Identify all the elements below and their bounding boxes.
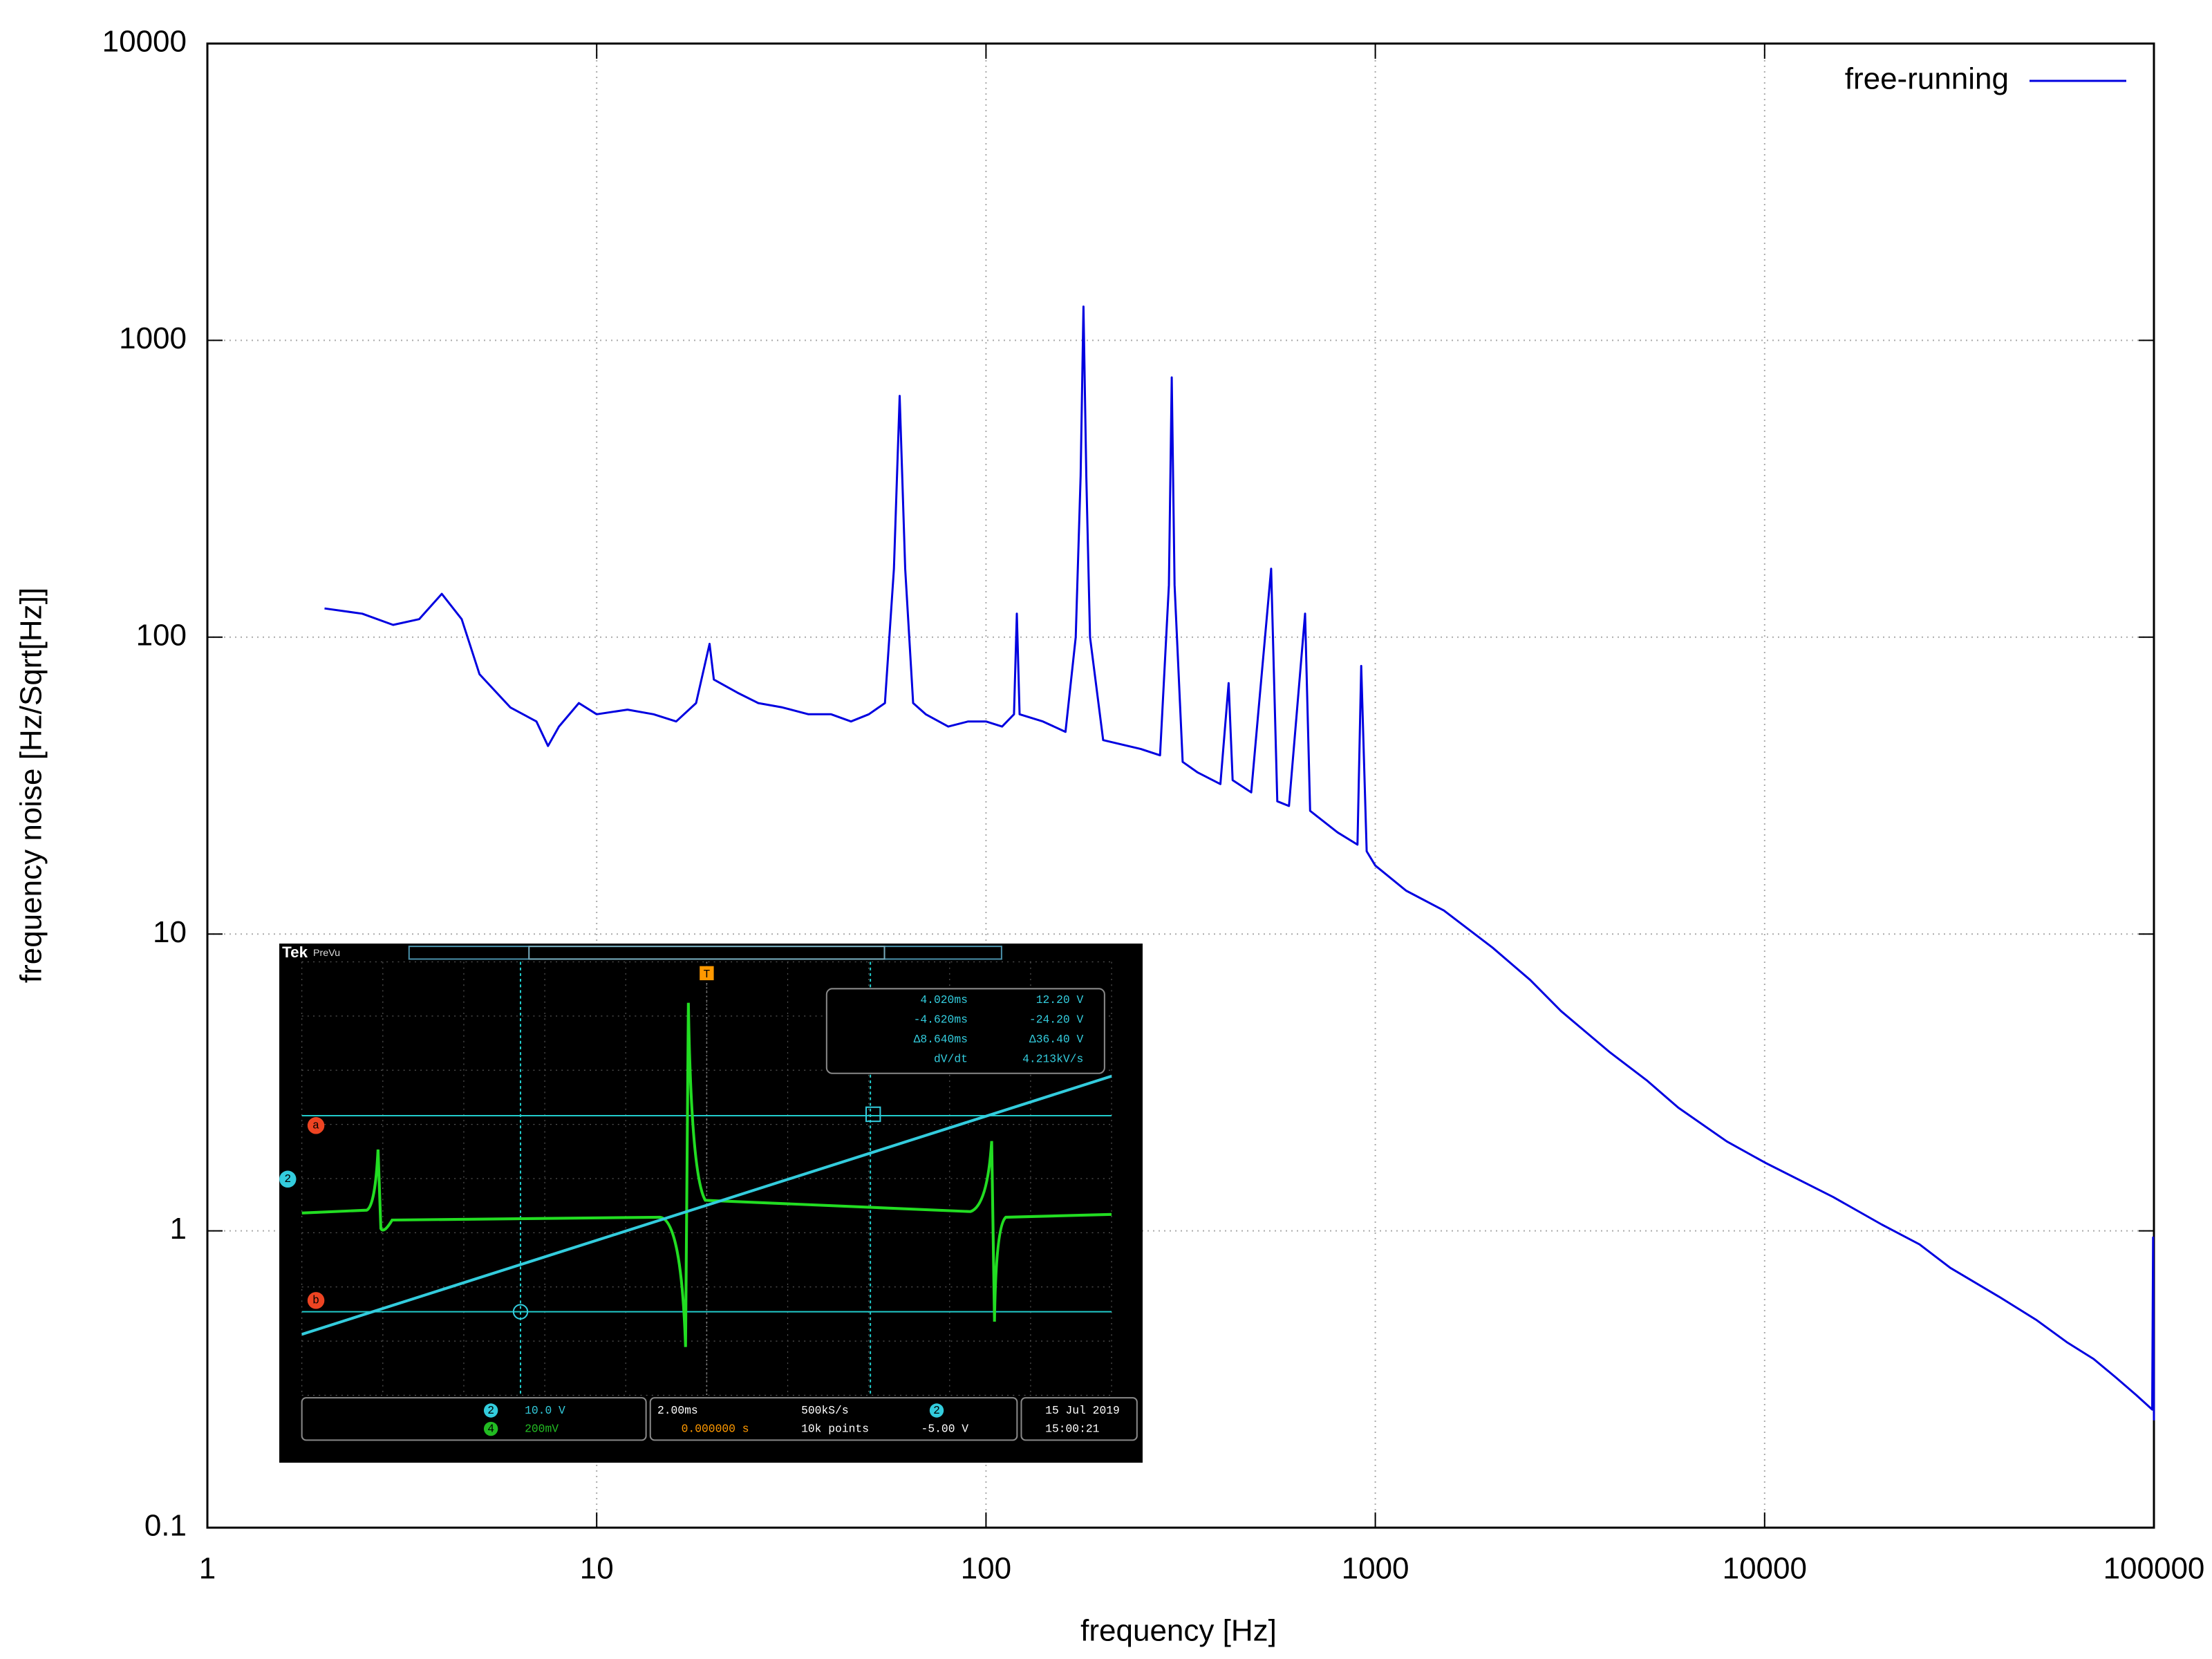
- cursor-circle: [512, 1304, 529, 1320]
- mode: PreVu: [313, 948, 340, 959]
- readout-box: [825, 988, 1105, 1074]
- record-length: 10k points: [801, 1422, 869, 1435]
- x-tick-label: 10: [580, 1552, 614, 1586]
- legend-label: free-running: [1845, 62, 2009, 96]
- ch2-badge-label: 2: [487, 1404, 494, 1417]
- y-axis-label: frequency noise [Hz/Sqrt[Hz]]: [15, 588, 48, 983]
- oscilloscope-inset: Tek PreVu T a b 2 4.020ms 12.20 V -4.620ms…: [279, 944, 1143, 1463]
- readout-text: 4.020ms: [920, 993, 968, 1006]
- trigger-level: -5.00 V: [921, 1422, 969, 1435]
- graticule: [301, 961, 1112, 1396]
- ch2-scale: 10.0 V: [525, 1404, 565, 1417]
- view-bar: [528, 946, 885, 960]
- timebase: 2.00ms: [657, 1404, 698, 1417]
- readout-text: Δ8.640ms: [914, 1033, 968, 1046]
- ch2-marker: [279, 1170, 297, 1188]
- cursor-square: [865, 1106, 881, 1123]
- readout-text: 12.20 V: [1036, 993, 1084, 1006]
- readout-text: -4.620ms: [914, 1013, 968, 1027]
- readout-text: dV/dt: [934, 1053, 968, 1066]
- readout-text: 4.213kV/s: [1022, 1053, 1083, 1066]
- y-tick-label: 1: [170, 1212, 187, 1246]
- date-box: [1020, 1397, 1138, 1441]
- readout-text: Δ36.40 V: [1029, 1033, 1084, 1046]
- ch2-trace: [301, 1074, 1112, 1336]
- y-tick-label: 0.1: [144, 1509, 187, 1543]
- x-tick-label: 1: [199, 1552, 216, 1586]
- trigger-position: 0.000000 s: [682, 1422, 749, 1435]
- plot-area: 1 10 100 1000 10000 100000 0.1 1 10 100 1000 10000 f…: [102, 25, 2205, 1586]
- trigger-source-label: 2: [933, 1404, 940, 1417]
- marker-a: [307, 1117, 325, 1134]
- acq-box: [649, 1397, 1018, 1441]
- channel-box: [301, 1397, 647, 1441]
- readout: 4.020ms 12.20 V -4.620ms -24.20 V Δ8.640ms Δ3…: [914, 993, 1084, 1066]
- brand: Tek: [282, 944, 308, 961]
- series-line: [324, 306, 2155, 1421]
- time: 15:00:21: [1045, 1422, 1099, 1435]
- y-tick-label: 100: [136, 618, 187, 652]
- trigger-source: [929, 1403, 944, 1418]
- ch2-marker-label: 2: [284, 1172, 291, 1185]
- y-tick-label: 1000: [119, 321, 187, 355]
- sample-rate: 500kS/s: [801, 1404, 849, 1417]
- marker-b: [307, 1292, 325, 1309]
- date: 15 Jul 2019: [1045, 1404, 1120, 1417]
- ch4-badge-label: 4: [487, 1422, 494, 1435]
- marker-b-label: b: [312, 1294, 319, 1307]
- ch2-badge: [483, 1403, 498, 1418]
- x-tick-label: 100000: [2103, 1552, 2205, 1586]
- ch4-badge: [483, 1421, 498, 1436]
- x-tick-label: 1000: [1342, 1552, 1409, 1586]
- trigger-marker: [700, 966, 714, 981]
- y-tick-label: 10000: [102, 25, 187, 59]
- x-axis-label: frequency [Hz]: [1080, 1614, 1277, 1648]
- trigger-label: T: [703, 968, 710, 981]
- ch4-scale: 200mV: [525, 1422, 559, 1435]
- y-tick-label: 10: [153, 915, 187, 949]
- x-tick-label: 10000: [1723, 1552, 1807, 1586]
- ch4-trace: [301, 1002, 1112, 1347]
- plot-frame: [206, 42, 2155, 1529]
- readout-text: -24.20 V: [1029, 1013, 1084, 1027]
- x-tick-label: 100: [961, 1552, 1011, 1586]
- marker-a-label: a: [312, 1119, 319, 1132]
